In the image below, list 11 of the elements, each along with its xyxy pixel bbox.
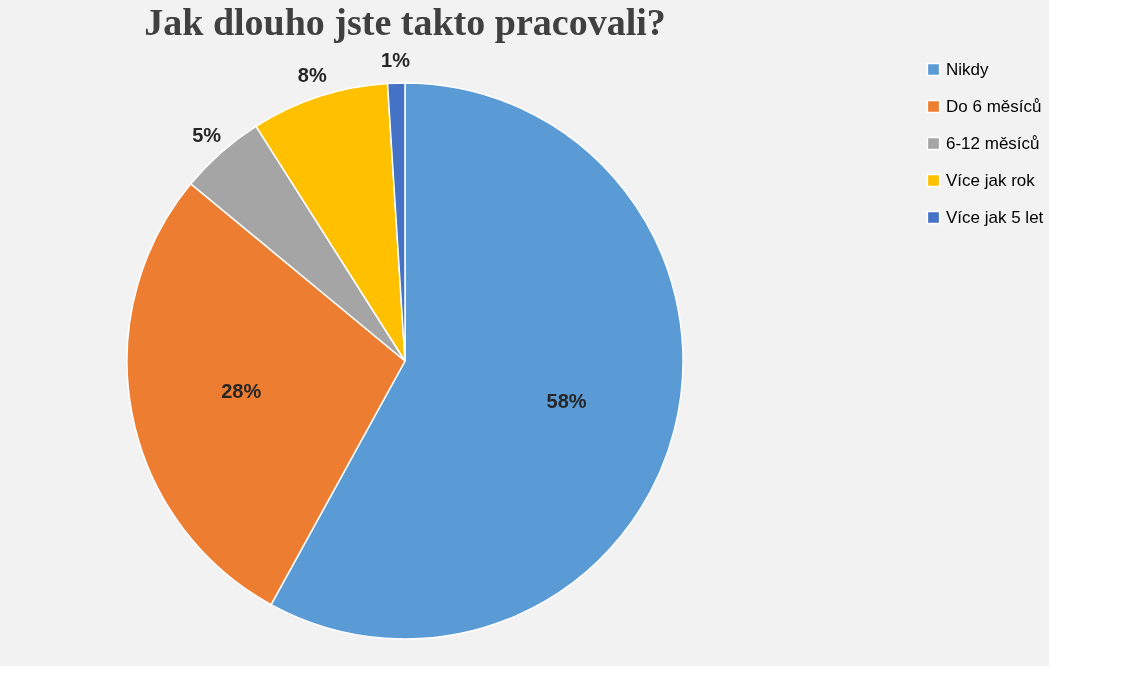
data-label: 58% [546,390,587,413]
data-label: 28% [221,380,262,403]
legend-label: 6-12 měsíců [946,133,1040,153]
data-label: 1% [381,49,411,72]
data-label: 8% [297,63,327,86]
data-label: 5% [192,123,222,146]
legend-label: Více jak rok [946,170,1036,190]
chart-title: Jak dlouho jste takto pracovali? [144,1,666,44]
legend-label: Do 6 měsíců [946,96,1042,116]
legend-label: Více jak 5 let [946,207,1044,227]
legend-label: Nikdy [946,59,990,79]
